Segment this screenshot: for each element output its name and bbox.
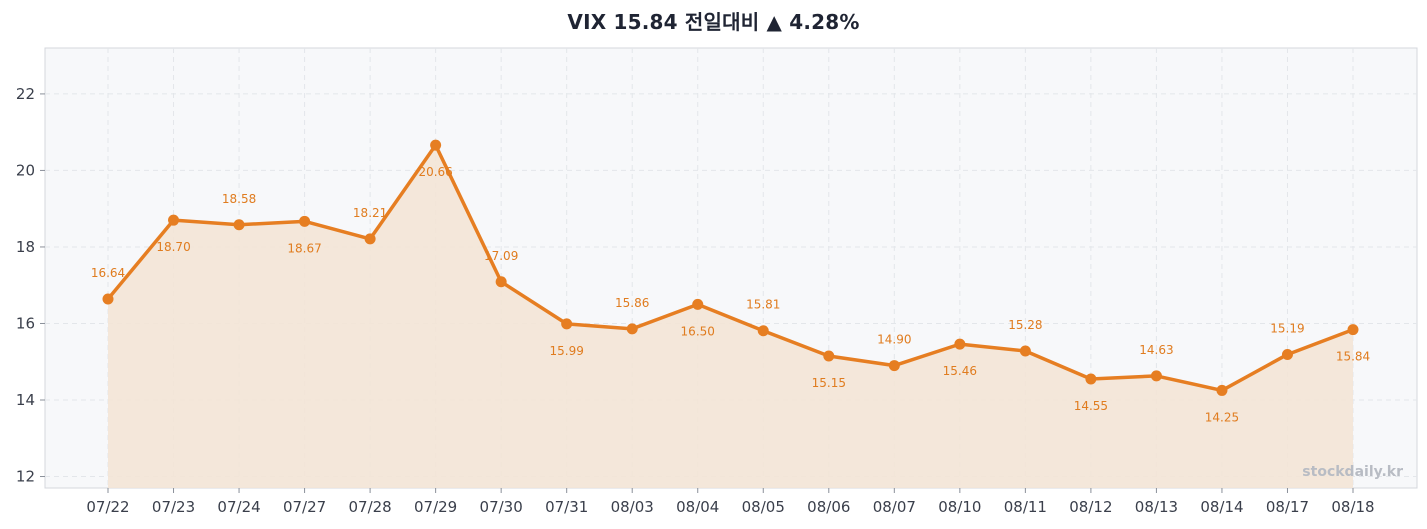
x-tick-label: 08/04 — [676, 498, 719, 516]
data-label: 15.15 — [812, 376, 846, 390]
data-point — [495, 276, 507, 288]
data-label: 14.63 — [1139, 343, 1173, 357]
x-tick-label: 07/23 — [152, 498, 195, 516]
y-tick-label: 14 — [16, 391, 35, 409]
x-tick-label: 07/30 — [480, 498, 523, 516]
y-tick-label: 20 — [16, 161, 35, 179]
data-point — [561, 318, 573, 330]
data-point — [430, 139, 442, 151]
data-label: 15.84 — [1336, 350, 1370, 364]
data-point — [757, 325, 769, 337]
data-point — [364, 233, 376, 245]
series-area — [108, 145, 1353, 488]
x-tick-label: 08/13 — [1135, 498, 1178, 516]
data-point — [1216, 384, 1228, 396]
x-tick-label: 08/17 — [1266, 498, 1309, 516]
data-label: 17.09 — [484, 249, 518, 263]
data-point — [168, 214, 180, 226]
x-tick-label: 08/10 — [938, 498, 981, 516]
data-point — [1150, 370, 1162, 382]
data-label: 14.55 — [1074, 399, 1108, 413]
data-point — [1085, 373, 1097, 385]
data-label: 18.70 — [156, 240, 190, 254]
x-tick-label: 07/28 — [348, 498, 391, 516]
x-tick-label: 08/14 — [1200, 498, 1243, 516]
data-point — [1281, 348, 1293, 360]
data-label: 16.64 — [91, 266, 125, 280]
x-tick-label: 07/24 — [217, 498, 260, 516]
x-tick-label: 08/06 — [807, 498, 850, 516]
y-tick-label: 18 — [16, 238, 35, 256]
watermark-text: stockdaily.kr — [1302, 464, 1403, 480]
data-label: 15.86 — [615, 296, 649, 310]
data-label: 18.67 — [287, 241, 321, 255]
data-point — [692, 298, 704, 310]
y-tick-label: 12 — [16, 468, 35, 486]
data-point — [102, 293, 114, 305]
data-point — [954, 338, 966, 350]
chart-title: VIX 15.84 전일대비 ▲ 4.28% — [567, 10, 860, 34]
data-label: 15.99 — [550, 344, 584, 358]
x-tick-label: 07/27 — [283, 498, 326, 516]
y-tick-label: 22 — [16, 85, 35, 103]
data-label: 15.46 — [943, 364, 977, 378]
data-point — [626, 323, 638, 335]
data-point — [299, 215, 311, 227]
x-tick-label: 08/07 — [873, 498, 916, 516]
data-label: 15.81 — [746, 298, 780, 312]
data-point — [888, 360, 900, 372]
x-tick-label: 08/05 — [742, 498, 785, 516]
data-point — [823, 350, 835, 362]
x-tick-label: 07/29 — [414, 498, 457, 516]
x-tick-label: 08/03 — [611, 498, 654, 516]
data-point — [233, 219, 245, 231]
data-point — [1347, 324, 1359, 336]
y-tick-label: 16 — [16, 314, 35, 332]
data-label: 18.58 — [222, 192, 256, 206]
data-label: 16.50 — [681, 324, 715, 338]
x-tick-label: 08/11 — [1004, 498, 1047, 516]
x-tick-label: 07/22 — [86, 498, 129, 516]
data-point — [1019, 345, 1031, 357]
data-label: 14.90 — [877, 333, 911, 347]
series-line — [106, 143, 1355, 393]
data-label: 15.19 — [1270, 321, 1304, 335]
x-tick-label: 07/31 — [545, 498, 588, 516]
data-label: 14.25 — [1205, 410, 1239, 424]
x-tick-label: 08/12 — [1069, 498, 1112, 516]
data-label: 20.66 — [418, 165, 452, 179]
data-label: 18.21 — [353, 206, 387, 220]
x-tick-label: 08/18 — [1331, 498, 1374, 516]
data-label: 15.28 — [1008, 318, 1042, 332]
